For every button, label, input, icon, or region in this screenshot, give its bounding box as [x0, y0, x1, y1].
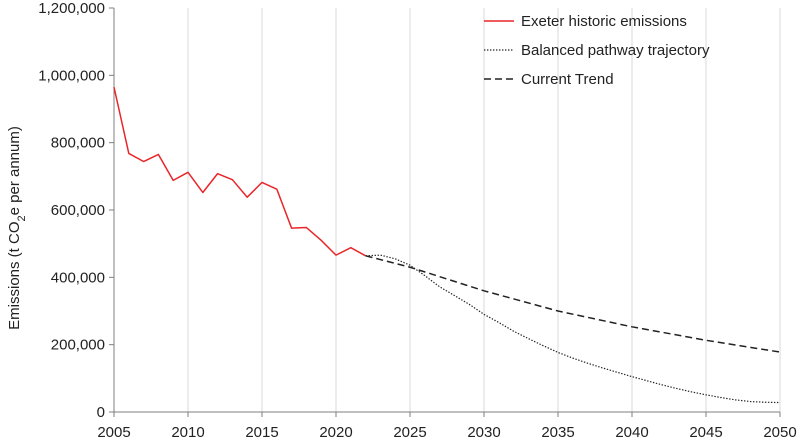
x-tick-label: 2035: [541, 424, 574, 441]
x-tick-label: 2010: [171, 424, 204, 441]
grid-layer: [187, 8, 781, 412]
y-tick-label: 200,000: [51, 337, 105, 354]
y-axis-title-suffix: e per annum): [6, 126, 23, 215]
x-tick-label: 2050: [763, 424, 796, 441]
series-line-exeter-historic-emissions: [113, 86, 366, 257]
y-axis-title-prefix: Emissions (t CO: [6, 221, 23, 329]
x-tick-label: 2015: [245, 424, 278, 441]
axis-layer: [109, 7, 781, 417]
x-tick-label: 2025: [393, 424, 426, 441]
series-line-current-trend: [365, 255, 781, 353]
y-tick-label: 1,000,000: [38, 67, 105, 84]
y-axis-title: Emissions (t CO2e per annum): [6, 126, 28, 330]
y-tick-label: 600,000: [51, 202, 105, 219]
x-tick-label: 2045: [689, 424, 722, 441]
y-tick-label: 0: [97, 404, 105, 421]
series-layer: [113, 86, 781, 404]
legend-label: Exeter historic emissions: [521, 13, 687, 30]
y-axis-title-subscript: 2: [16, 215, 28, 221]
legend-label: Balanced pathway trajectory: [521, 42, 710, 59]
tick-label-layer: 0 200,000 400,000 600,000 800,000 1,000,000 1,…: [38, 0, 796, 441]
y-tick-label: 400,000: [51, 269, 105, 286]
y-tick-label: 800,000: [51, 135, 105, 152]
y-tick-label: 1,200,000: [38, 0, 105, 17]
x-tick-label: 2030: [467, 424, 500, 441]
x-tick-label: 2005: [97, 424, 130, 441]
series-line-balanced-pathway-trajectory: [365, 254, 781, 404]
legend-label: Current Trend: [521, 71, 614, 88]
x-tick-label: 2040: [615, 424, 648, 441]
x-tick-label: 2020: [319, 424, 352, 441]
legend: Exeter historic emissions Balanced pathwa…: [484, 13, 710, 88]
